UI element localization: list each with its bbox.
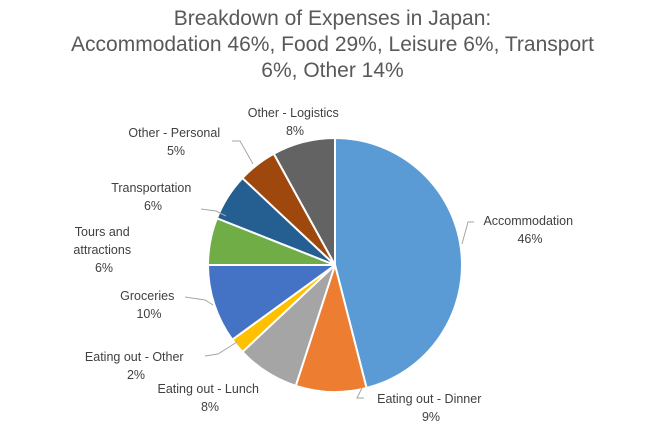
chart-title-line-1: Breakdown of Expenses in Japan: — [173, 7, 492, 30]
label-groceries: Groceries 10% — [120, 289, 178, 321]
pie-slices — [207, 137, 463, 393]
pie-slice-accommodation — [334, 137, 463, 390]
chart-title: Breakdown of Expenses in Japan: Accommod… — [0, 6, 665, 84]
label-eating-out-lunch: Eating out - Lunch 8% — [158, 382, 263, 414]
pie-slice-other-logistics — [272, 137, 336, 266]
leader-lines — [184, 140, 474, 399]
chart-title-line-2: Accommodation 46%, Food 29%, Leisure 6%,… — [71, 33, 594, 56]
label-eating-out-other: Eating out - Other 2% — [85, 350, 187, 382]
label-eating-out-dinner: Eating out - Dinner 9% — [377, 392, 485, 424]
label-other-personal: Other - Personal 5% — [128, 126, 223, 158]
chart-title-line-3: 6%, Other 14% — [261, 59, 404, 82]
label-other-logistics: Other - Logistics 8% — [248, 106, 343, 138]
label-accommodation: Accommodation 46% — [483, 214, 576, 246]
pie-slice-groceries — [207, 264, 336, 341]
label-transportation: Transportation 6% — [111, 181, 195, 213]
label-tours-and-attractions: Tours and attractions 6% — [73, 225, 134, 275]
